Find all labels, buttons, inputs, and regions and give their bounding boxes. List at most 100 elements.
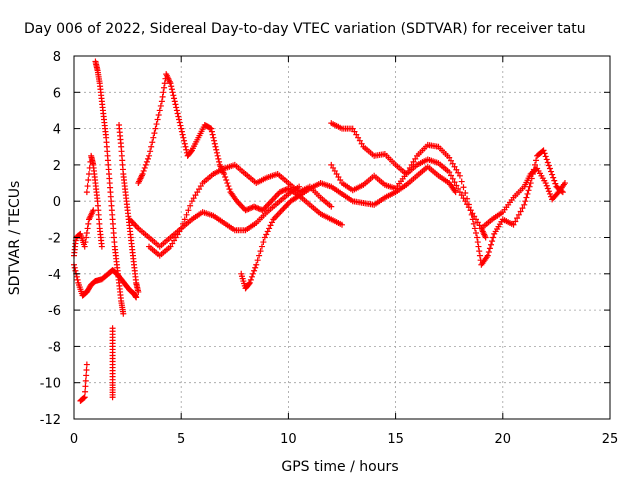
data-point bbox=[405, 167, 412, 174]
data-point bbox=[527, 180, 534, 187]
data-point bbox=[83, 189, 90, 196]
y-tick-label: -6 bbox=[48, 304, 61, 319]
x-tick-label: 0 bbox=[70, 432, 78, 447]
series-sat-c bbox=[71, 207, 97, 259]
data-point bbox=[174, 231, 181, 238]
data-point bbox=[196, 186, 203, 193]
data-point bbox=[177, 122, 184, 129]
data-point bbox=[139, 170, 146, 177]
data-point bbox=[178, 125, 185, 132]
data-point bbox=[470, 220, 477, 227]
x-tick-label: 15 bbox=[387, 432, 404, 447]
data-point bbox=[81, 394, 88, 401]
data-point bbox=[410, 158, 417, 165]
data-point bbox=[84, 183, 91, 190]
data-point bbox=[182, 143, 189, 150]
data-point bbox=[525, 187, 532, 194]
data-point bbox=[85, 220, 92, 227]
data-point bbox=[209, 131, 216, 138]
series-sat-i bbox=[238, 163, 459, 292]
data-point bbox=[548, 168, 555, 175]
data-point bbox=[526, 183, 533, 190]
data-point bbox=[546, 165, 553, 172]
data-point bbox=[355, 134, 362, 141]
data-point bbox=[475, 243, 482, 250]
data-point bbox=[266, 225, 273, 232]
series-sat-n bbox=[109, 325, 116, 401]
data-point bbox=[143, 158, 150, 165]
data-point bbox=[83, 372, 90, 379]
data-point bbox=[257, 248, 264, 255]
data-point bbox=[542, 153, 549, 160]
data-point bbox=[172, 101, 179, 108]
data-point bbox=[455, 169, 462, 176]
data-point bbox=[226, 186, 233, 193]
data-point bbox=[167, 80, 174, 87]
data-point bbox=[187, 202, 194, 209]
data-point bbox=[517, 208, 524, 215]
data-point bbox=[190, 195, 197, 202]
series-sat-m bbox=[77, 361, 90, 404]
data-point bbox=[330, 164, 337, 171]
data-point bbox=[546, 190, 553, 197]
data-point bbox=[141, 164, 148, 171]
y-tick-label: 6 bbox=[53, 86, 61, 101]
data-point bbox=[85, 177, 92, 184]
data-point bbox=[208, 128, 215, 135]
y-axis-label: SDTVAR / TECUs bbox=[7, 181, 23, 296]
data-point bbox=[328, 203, 335, 210]
data-point bbox=[215, 155, 222, 162]
data-point bbox=[476, 248, 483, 255]
data-point bbox=[185, 207, 192, 214]
data-point bbox=[446, 169, 453, 176]
data-point bbox=[250, 270, 257, 277]
data-point bbox=[188, 148, 195, 155]
data-point bbox=[358, 140, 365, 147]
data-point bbox=[468, 211, 475, 218]
data-point bbox=[544, 185, 551, 192]
data-point bbox=[169, 240, 176, 247]
data-point bbox=[552, 180, 559, 187]
data-point bbox=[460, 195, 467, 202]
data-point bbox=[82, 239, 89, 246]
data-point bbox=[465, 201, 472, 208]
data-point bbox=[449, 175, 456, 182]
y-tick-label: 8 bbox=[53, 50, 61, 65]
data-point bbox=[551, 177, 558, 184]
data-point bbox=[353, 131, 360, 138]
data-point bbox=[514, 215, 521, 222]
data-point bbox=[254, 257, 261, 264]
data-point bbox=[549, 171, 556, 178]
data-point bbox=[151, 130, 158, 137]
data-point bbox=[82, 388, 89, 395]
series-sat-h bbox=[146, 161, 335, 259]
data-point bbox=[543, 182, 550, 189]
data-point bbox=[212, 143, 219, 150]
data-point bbox=[225, 183, 232, 190]
series-sat-l bbox=[478, 165, 568, 232]
x-tick-label: 25 bbox=[602, 432, 619, 447]
data-point bbox=[82, 383, 89, 390]
data-point bbox=[482, 234, 489, 241]
grid-lines bbox=[74, 56, 610, 419]
data-point bbox=[460, 184, 467, 191]
plot-frame bbox=[73, 55, 611, 420]
data-point bbox=[550, 174, 557, 181]
data-point bbox=[86, 170, 93, 177]
data-point bbox=[173, 104, 180, 111]
data-point bbox=[543, 156, 550, 163]
data-point bbox=[561, 180, 568, 187]
data-point bbox=[476, 252, 483, 259]
data-point bbox=[83, 234, 90, 241]
data-point bbox=[267, 222, 274, 229]
data-point bbox=[484, 252, 491, 259]
data-point bbox=[84, 225, 91, 232]
series-sat-e bbox=[116, 121, 142, 295]
data-point bbox=[351, 128, 358, 135]
data-point bbox=[462, 190, 469, 197]
data-point bbox=[169, 89, 176, 96]
data-point bbox=[333, 170, 340, 177]
data-point bbox=[474, 219, 481, 226]
y-tick-label: -4 bbox=[48, 268, 61, 283]
